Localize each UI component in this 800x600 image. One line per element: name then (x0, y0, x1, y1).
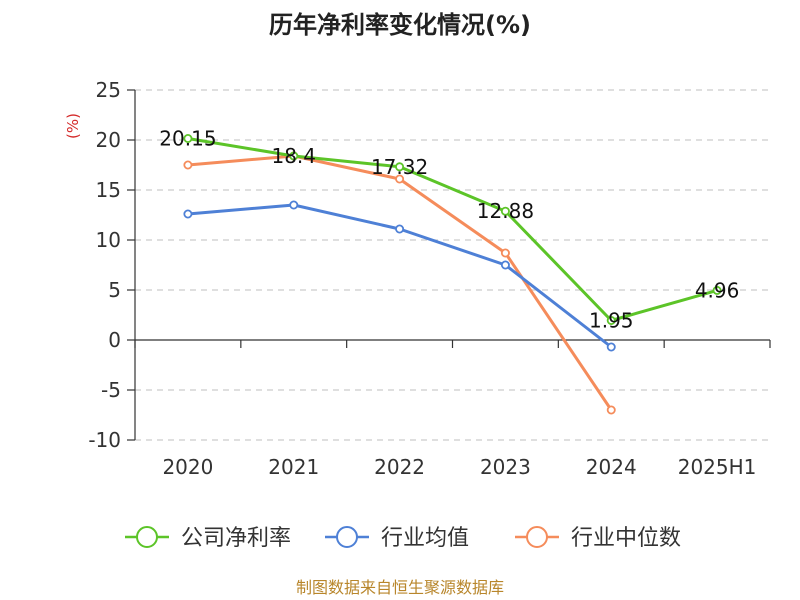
data-point (500, 248, 510, 258)
data-point (712, 285, 722, 295)
data-point (395, 224, 405, 234)
x-tick-label: 2022 (374, 455, 425, 479)
legend-label: 公司净利率 (181, 526, 291, 551)
y-tick-label: -10 (88, 428, 121, 452)
y-tick-label: 15 (96, 178, 121, 202)
legend-item[interactable]: 行业均值 (325, 526, 469, 551)
legend-marker (136, 526, 158, 548)
legend-marker (526, 526, 548, 548)
legend-item[interactable]: 公司净利率 (125, 526, 291, 551)
data-point (289, 200, 299, 210)
legend-marker (336, 526, 358, 548)
axes: 25 20 15 10 5 0 -5 -10 2020 2021 2022 2023 2024 2025H… (88, 78, 771, 479)
data-point (606, 315, 616, 325)
y-tick-label: 20 (96, 128, 121, 152)
legend-item[interactable]: 行业中位数 (515, 526, 681, 551)
data-point (395, 162, 405, 172)
data-point (606, 342, 616, 352)
source-note: 制图数据来自恒生聚源数据库 (296, 578, 504, 597)
series-line (187, 137, 718, 322)
x-tick-label: 2020 (162, 455, 213, 479)
y-tick-label: 25 (96, 78, 121, 102)
x-tick-label: 2025H1 (678, 455, 757, 479)
data-label: 17.32 (371, 155, 428, 179)
data-label: 18.4 (271, 144, 316, 168)
data-point (289, 151, 299, 161)
data-label: 12.88 (477, 199, 534, 223)
x-tick-label: 2023 (480, 455, 531, 479)
y-axis-unit: (%) (64, 113, 82, 139)
data-point (183, 160, 193, 170)
data-label: 20.15 (159, 127, 216, 151)
data-label: 1.95 (589, 309, 634, 333)
y-tick-label: 5 (108, 278, 121, 302)
gridlines (135, 89, 770, 441)
data-point (500, 260, 510, 270)
data-point (183, 209, 193, 219)
data-point (183, 133, 193, 143)
legend-label: 行业均值 (381, 526, 469, 551)
legend-label: 行业中位数 (571, 526, 681, 551)
data-point (606, 405, 616, 415)
y-tick-label: 0 (108, 328, 121, 352)
series-lines (183, 133, 722, 415)
x-tick-label: 2024 (586, 455, 637, 479)
x-tick-label: 2021 (268, 455, 319, 479)
series-line (187, 154, 613, 411)
y-tick-label: -5 (101, 378, 121, 402)
data-point (395, 174, 405, 184)
chart-title: 历年净利率变化情况(%) (269, 11, 531, 39)
data-labels: 20.15 18.4 17.32 12.88 1.95 4.96 (159, 127, 739, 333)
legend[interactable]: 公司净利率 行业均值 行业中位数 (125, 526, 681, 551)
data-label: 4.96 (695, 278, 740, 302)
data-point (500, 206, 510, 216)
y-tick-label: 10 (96, 228, 121, 252)
